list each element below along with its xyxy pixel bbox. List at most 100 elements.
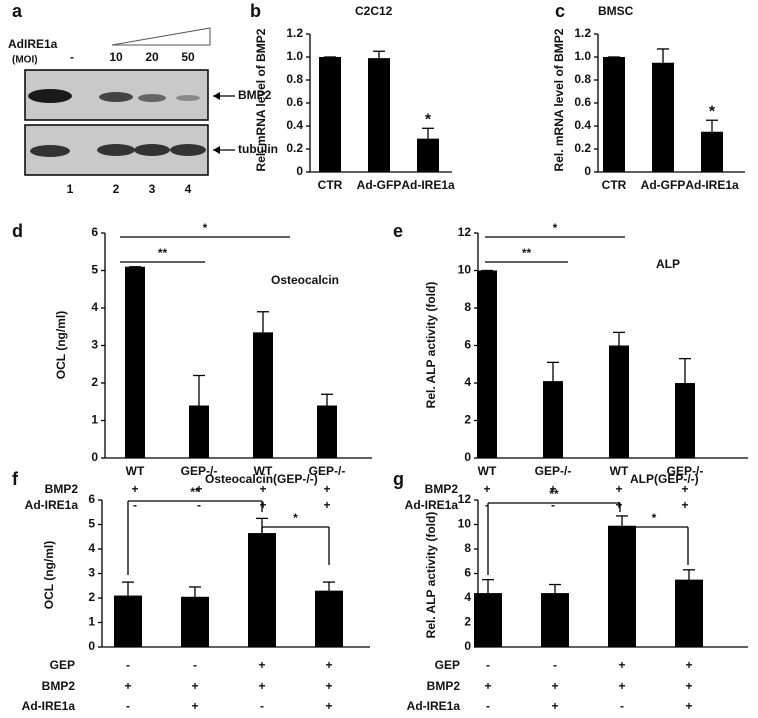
condition-mark: + [618, 658, 625, 672]
y-tick-label: 0 [464, 639, 471, 653]
x-tick-label: Ad-GFP [641, 178, 686, 192]
condition-mark: - [133, 498, 137, 512]
chart-title: C2C12 [355, 4, 393, 18]
bar [608, 525, 636, 647]
unit-label: (MOI) [12, 55, 38, 66]
y-tick-label: 0 [91, 450, 98, 464]
bar [477, 270, 497, 458]
significance: ** [549, 487, 559, 501]
bar [652, 62, 674, 172]
y-axis-label: Rel. ALP activity (fold) [424, 282, 438, 409]
y-tick-label: 8 [464, 541, 471, 555]
condition-name: BMP2 [425, 482, 459, 496]
y-tick-label: 6 [464, 338, 471, 352]
band [134, 144, 170, 156]
band [99, 92, 133, 102]
lane-label: 2 [113, 182, 120, 196]
significance: ** [522, 246, 532, 260]
condition-name: Ad-IRE1a [22, 699, 76, 713]
bar [541, 593, 569, 647]
condition-mark: + [483, 482, 490, 496]
y-tick-label: 5 [91, 263, 98, 277]
condition-name: Ad-IRE1a [407, 699, 461, 713]
condition-mark: + [258, 679, 265, 693]
condition-mark: - [126, 658, 130, 672]
x-tick-label: WT [126, 464, 145, 478]
band [138, 94, 166, 102]
condition-mark: - [553, 658, 557, 672]
dose-label: 10 [109, 50, 123, 64]
condition-mark: + [195, 482, 202, 496]
significance: * [293, 511, 298, 525]
y-tick-label: 10 [458, 517, 472, 531]
band-label: BMP2 [238, 88, 272, 102]
bar [248, 533, 276, 647]
bar [701, 131, 723, 172]
y-tick-label: 1 [91, 413, 98, 427]
y-tick-label: 4 [88, 541, 95, 555]
y-tick-label: 10 [458, 263, 472, 277]
condition-mark: - [486, 658, 490, 672]
x-tick-label: GEP-/- [535, 464, 572, 478]
bar [417, 138, 439, 172]
condition-mark: + [325, 658, 332, 672]
significance: * [709, 103, 716, 120]
panel-letter: d [12, 221, 23, 241]
condition-mark: + [615, 482, 622, 496]
significance: ** [190, 485, 200, 499]
significance: * [425, 112, 432, 129]
y-tick-label: 0.2 [286, 141, 303, 155]
condition-name: BMP2 [42, 679, 76, 693]
condition-mark: + [325, 699, 332, 713]
panel-letter: c [555, 1, 565, 21]
dose-label: - [70, 50, 74, 64]
y-tick-label: 4 [464, 375, 471, 389]
bar [319, 57, 341, 172]
chart-title: Osteocalcin(GEP-/-) [205, 472, 318, 486]
bar [543, 381, 563, 458]
condition-mark: + [484, 679, 491, 693]
condition-mark: + [325, 679, 332, 693]
panel-letter: b [250, 1, 261, 21]
bar [474, 593, 502, 647]
condition-mark: - [126, 699, 130, 713]
x-tick-label: CTR [318, 178, 343, 192]
y-axis-label: Rel. mRNA level of BMP2 [254, 28, 268, 171]
dose-wedge [111, 27, 211, 46]
y-tick-label: 1.2 [574, 26, 591, 40]
lane-label: 1 [67, 182, 74, 196]
condition-mark: + [191, 699, 198, 713]
x-tick-label: Ad-IRE1a [401, 178, 455, 192]
condition-name: GEP [435, 658, 460, 672]
x-tick-label: WT [478, 464, 497, 478]
bar [609, 345, 629, 458]
significance: * [203, 221, 208, 235]
y-tick-label: 0.6 [574, 95, 591, 109]
condition-mark: + [258, 658, 265, 672]
condition-mark: + [681, 498, 688, 512]
condition-name: Ad-IRE1a [25, 498, 79, 512]
y-tick-label: 2 [464, 413, 471, 427]
condition-mark: - [620, 699, 624, 713]
treatment-label: AdIRE1a [8, 37, 58, 51]
y-tick-label: 12 [458, 225, 472, 239]
y-tick-label: 3 [88, 566, 95, 580]
x-tick-label: WT [610, 464, 629, 478]
bar [675, 383, 695, 458]
y-tick-label: 8 [464, 300, 471, 314]
y-tick-label: 0 [584, 164, 591, 178]
blot-panel: a AdIRE1a (MOI) - 10 20 50 BMP2 tubulin … [8, 1, 278, 196]
y-axis-label: Rel. ALP activity (fold) [424, 512, 438, 639]
y-tick-label: 5 [88, 517, 95, 531]
x-tick-label: GEP-/- [181, 464, 218, 478]
bar [368, 58, 390, 172]
y-tick-label: 0.6 [286, 95, 303, 109]
dose-label: 50 [181, 50, 195, 64]
y-axis-label: Rel. mRNA level of BMP2 [552, 28, 566, 171]
y-tick-label: 3 [91, 338, 98, 352]
condition-mark: + [259, 482, 266, 496]
bar [189, 405, 209, 458]
y-axis-label: OCL (ng/ml) [42, 541, 56, 609]
y-tick-label: 0 [464, 450, 471, 464]
